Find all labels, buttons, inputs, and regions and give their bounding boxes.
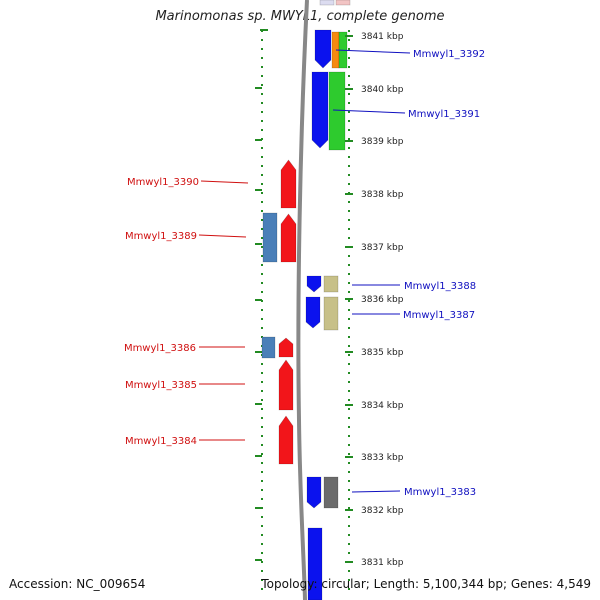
scale-tick-label: 3840 kbp: [361, 85, 404, 95]
gene-label-leader: [198, 234, 247, 238]
gene-arrow-minus: [280, 159, 297, 209]
scale-tick-label: 3839 kbp: [361, 137, 404, 147]
gene-arrow-plus: [314, 29, 332, 69]
genome-backbone: [296, 0, 309, 600]
gene-label: Mmwyl1_3385: [125, 380, 197, 391]
scale-tick-label: 3841 kbp: [361, 32, 404, 42]
gene-label: Mmwyl1_3389: [125, 231, 197, 242]
orf-feature: [323, 476, 339, 509]
orf-feature: [328, 71, 346, 151]
orf-feature: [262, 212, 278, 263]
scale-tick-label: 3833 kbp: [361, 453, 404, 463]
scale-tick-label: 3836 kbp: [361, 295, 404, 305]
gene-arrow-plus: [306, 476, 322, 509]
gene-arrow-minus: [278, 359, 294, 411]
gene-label: Mmwyl1_3388: [404, 281, 476, 292]
scale-tick-label: 3837 kbp: [361, 243, 404, 253]
scale-tick-label: 3835 kbp: [361, 348, 404, 358]
orf-feature: [335, 0, 351, 6]
gene-arrow-minus: [278, 415, 294, 465]
gene-arrow-minus: [278, 337, 294, 358]
orf-feature: [319, 0, 335, 6]
gene-arrow-plus: [307, 527, 323, 600]
gene-label-leader: [351, 490, 401, 493]
gene-label: Mmwyl1_3390: [127, 177, 199, 188]
summary-text: Topology: circular; Length: 5,100,344 bp…: [261, 577, 591, 591]
scale-tick-label: 3834 kbp: [361, 401, 404, 411]
map-title: Marinomonas sp. MWYL1, complete genome: [155, 9, 445, 24]
gene-label-leader: [335, 49, 411, 54]
gene-arrow-plus: [306, 275, 322, 293]
scale-tick-label: 3831 kbp: [361, 558, 404, 568]
gene-label: Mmwyl1_3387: [403, 310, 475, 321]
scale-tick-label: 3832 kbp: [361, 506, 404, 516]
gene-label-leader: [200, 180, 249, 184]
gene-label: Mmwyl1_3391: [408, 109, 480, 120]
orf-feature: [261, 336, 276, 359]
scale-tick-label: 3838 kbp: [361, 190, 404, 200]
gene-label: Mmwyl1_3383: [404, 487, 476, 498]
gene-label-leader: [332, 109, 406, 114]
orf-feature: [323, 296, 339, 331]
gene-label: Mmwyl1_3386: [124, 343, 196, 354]
orf-feature: [323, 275, 339, 293]
gene-label: Mmwyl1_3384: [125, 436, 197, 447]
accession-text: Accession: NC_009654: [9, 577, 146, 591]
gene-arrow-plus: [305, 296, 321, 329]
gene-label: Mmwyl1_3392: [413, 49, 485, 60]
gene-arrow-minus: [280, 213, 297, 263]
gene-arrow-plus: [311, 71, 329, 149]
